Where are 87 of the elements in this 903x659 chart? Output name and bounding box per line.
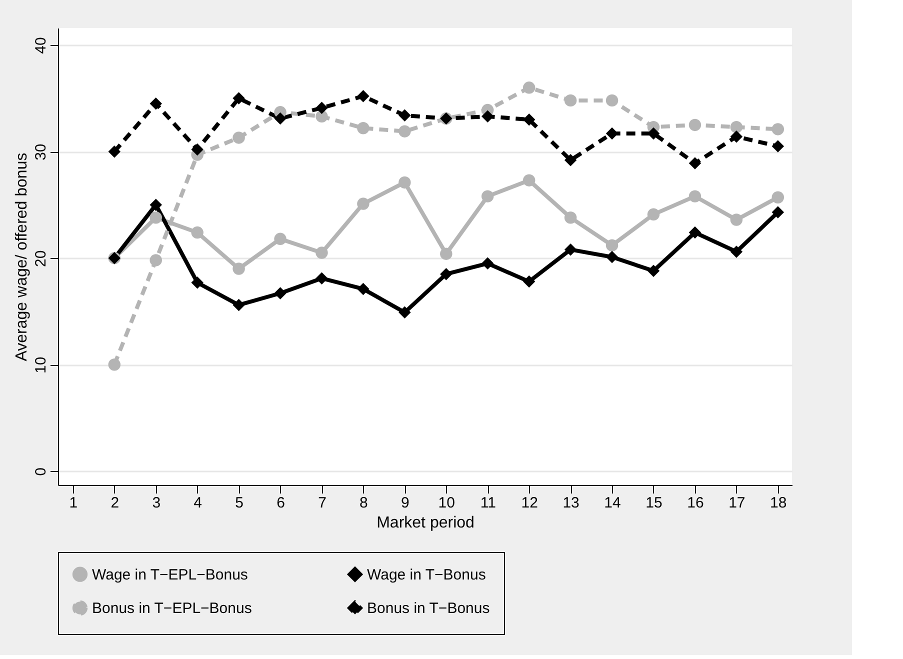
x-tick-label: 9 xyxy=(401,494,410,512)
legend-label: Wage in T−EPL−Bonus xyxy=(92,566,248,584)
point xyxy=(191,276,204,289)
x-tick-label: 13 xyxy=(562,494,580,512)
point xyxy=(357,122,370,134)
y-tick-label: 20 xyxy=(32,250,50,267)
point xyxy=(274,232,286,246)
x-tick-label: 16 xyxy=(687,494,704,512)
point xyxy=(398,125,411,138)
y-tick-label: 40 xyxy=(32,37,50,54)
point xyxy=(108,358,121,371)
point xyxy=(357,90,370,102)
x-tick-label: 10 xyxy=(438,494,455,512)
point xyxy=(357,198,370,210)
point xyxy=(440,268,452,280)
point xyxy=(772,206,784,218)
point xyxy=(150,254,162,266)
point xyxy=(150,212,162,224)
x-tick-label: 17 xyxy=(728,494,746,512)
point xyxy=(606,250,618,264)
point xyxy=(481,110,494,123)
x-axis-title: Market period xyxy=(376,514,474,532)
point xyxy=(357,282,370,296)
point xyxy=(522,82,536,94)
x-tick-label: 15 xyxy=(646,494,662,512)
point xyxy=(232,92,245,104)
x-tick-label: 4 xyxy=(194,494,202,512)
point xyxy=(730,120,743,134)
y-tick-label: 0 xyxy=(32,467,50,476)
y-tick-label: 10 xyxy=(32,356,50,374)
point xyxy=(398,176,411,189)
legend-label: Bonus in T−EPL−Bonus xyxy=(92,600,252,617)
x-tick-label: 2 xyxy=(110,494,120,512)
point xyxy=(564,243,577,256)
point xyxy=(606,94,618,107)
x-tick-label: 12 xyxy=(521,494,538,512)
point xyxy=(522,275,536,288)
point xyxy=(606,239,618,252)
y-tick-label: 30 xyxy=(32,144,50,160)
point xyxy=(191,226,204,239)
point xyxy=(232,298,245,312)
point xyxy=(274,287,286,300)
point xyxy=(522,174,536,186)
x-tick-label: 7 xyxy=(318,494,326,512)
point xyxy=(398,306,411,319)
point xyxy=(772,191,784,204)
x-tick-label: 14 xyxy=(604,494,621,512)
point xyxy=(730,130,743,143)
x-tick-label: 6 xyxy=(276,494,285,512)
point xyxy=(688,226,702,239)
point xyxy=(688,190,702,202)
x-tick-label: 8 xyxy=(360,494,368,512)
legend-label: Wage in T−Bonus xyxy=(367,566,486,584)
point xyxy=(191,143,204,156)
point xyxy=(232,132,245,144)
point xyxy=(564,154,577,166)
point xyxy=(522,113,536,126)
x-tick-label: 18 xyxy=(770,494,787,512)
point xyxy=(564,94,577,107)
point xyxy=(772,123,784,136)
point xyxy=(564,212,577,224)
x-tick-label: 5 xyxy=(235,494,244,512)
point xyxy=(232,262,245,275)
point xyxy=(647,208,660,221)
point xyxy=(316,102,328,114)
point xyxy=(481,257,494,270)
point xyxy=(316,110,328,123)
point xyxy=(688,118,702,132)
point xyxy=(316,246,328,259)
point xyxy=(647,264,660,278)
point xyxy=(440,248,452,260)
point xyxy=(481,190,494,202)
point xyxy=(150,98,162,110)
point xyxy=(772,140,784,152)
point xyxy=(730,214,743,226)
x-tick-label: 3 xyxy=(152,494,161,512)
point xyxy=(108,145,121,158)
point xyxy=(316,272,328,284)
point xyxy=(398,109,411,122)
x-tick-label: 11 xyxy=(480,494,496,512)
point xyxy=(688,157,702,170)
y-axis-title: Average wage/ offered bonus xyxy=(14,152,30,362)
point xyxy=(274,112,286,125)
x-tick-label: 1 xyxy=(69,494,78,512)
point xyxy=(730,246,743,258)
point xyxy=(150,198,162,211)
legend-label: Bonus in T−Bonus xyxy=(367,600,490,617)
